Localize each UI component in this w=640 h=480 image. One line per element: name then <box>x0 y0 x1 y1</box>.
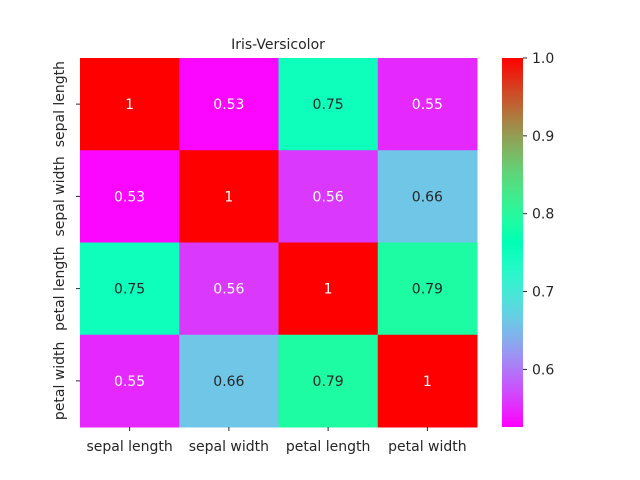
y-tick-label: sepal width <box>52 156 68 236</box>
heatmap-cell <box>80 334 180 428</box>
cell-value-label: 1 <box>125 97 134 113</box>
y-tick-label: sepal length <box>52 61 68 147</box>
colorbar-gradient <box>502 58 523 427</box>
heatmap-cell <box>179 58 279 151</box>
y-axis-tick-labels: sepal length sepal width petal length petal… <box>52 61 80 420</box>
heatmap-cell <box>80 242 180 336</box>
cell-value-label: 0.66 <box>213 374 244 390</box>
cell-value-label: 0.56 <box>213 282 244 298</box>
heatmap-cell <box>80 150 180 243</box>
heatmap-cell <box>377 242 478 336</box>
chart-title: Iris-Versicolor <box>231 37 325 53</box>
cell-value-label: 1 <box>324 282 333 298</box>
cell-value-label: 0.53 <box>114 189 145 205</box>
heatmap-cell-labels: 1 0.53 0.75 0.55 0.53 1 0.56 0.66 0.75 0.56 1 0.79 0… <box>114 97 443 390</box>
y-tick-label: petal length <box>52 246 68 331</box>
heatmap-cell <box>179 150 279 243</box>
cell-value-label: 0.79 <box>313 374 344 390</box>
heatmap-cell <box>278 334 379 428</box>
colorbar-tick-label: 0.8 <box>532 207 554 223</box>
cell-value-label: 0.56 <box>313 189 344 205</box>
heatmap-cell <box>80 58 180 151</box>
cell-value-label: 0.66 <box>412 189 443 205</box>
heatmap-cell <box>278 242 379 336</box>
cell-value-label: 0.75 <box>313 97 344 113</box>
heatmap-cell <box>179 242 279 336</box>
cell-value-label: 0.79 <box>412 282 443 298</box>
heatmap-cell <box>179 334 279 428</box>
cell-value-label: 0.55 <box>412 97 443 113</box>
cell-value-label: 1 <box>224 189 233 205</box>
x-tick-label: petal width <box>388 439 467 455</box>
colorbar-tick-label: 0.7 <box>532 285 554 301</box>
heatmap-cell <box>377 58 478 151</box>
heatmap-cell <box>278 150 379 243</box>
x-tick-label: sepal length <box>86 439 172 455</box>
heatmap-cells <box>80 58 478 428</box>
cell-value-label: 0.53 <box>213 97 244 113</box>
colorbar: 0.6 0.7 0.8 0.9 1.0 <box>502 51 554 427</box>
colorbar-tick-label: 0.9 <box>532 129 554 145</box>
colorbar-tick-label: 1.0 <box>532 51 554 67</box>
x-axis-tick-labels: sepal length sepal width petal length petal… <box>86 427 467 455</box>
colorbar-tick-label: 0.6 <box>532 362 554 378</box>
heatmap-cell <box>278 58 379 151</box>
heatmap-cell <box>377 150 478 243</box>
x-tick-label: petal length <box>286 439 371 455</box>
cell-value-label: 0.55 <box>114 374 145 390</box>
heatmap-cell <box>377 334 478 428</box>
y-tick-label: petal width <box>52 342 68 421</box>
x-tick-label: sepal width <box>189 439 269 455</box>
cell-value-label: 0.75 <box>114 282 145 298</box>
cell-value-label: 1 <box>423 374 432 390</box>
